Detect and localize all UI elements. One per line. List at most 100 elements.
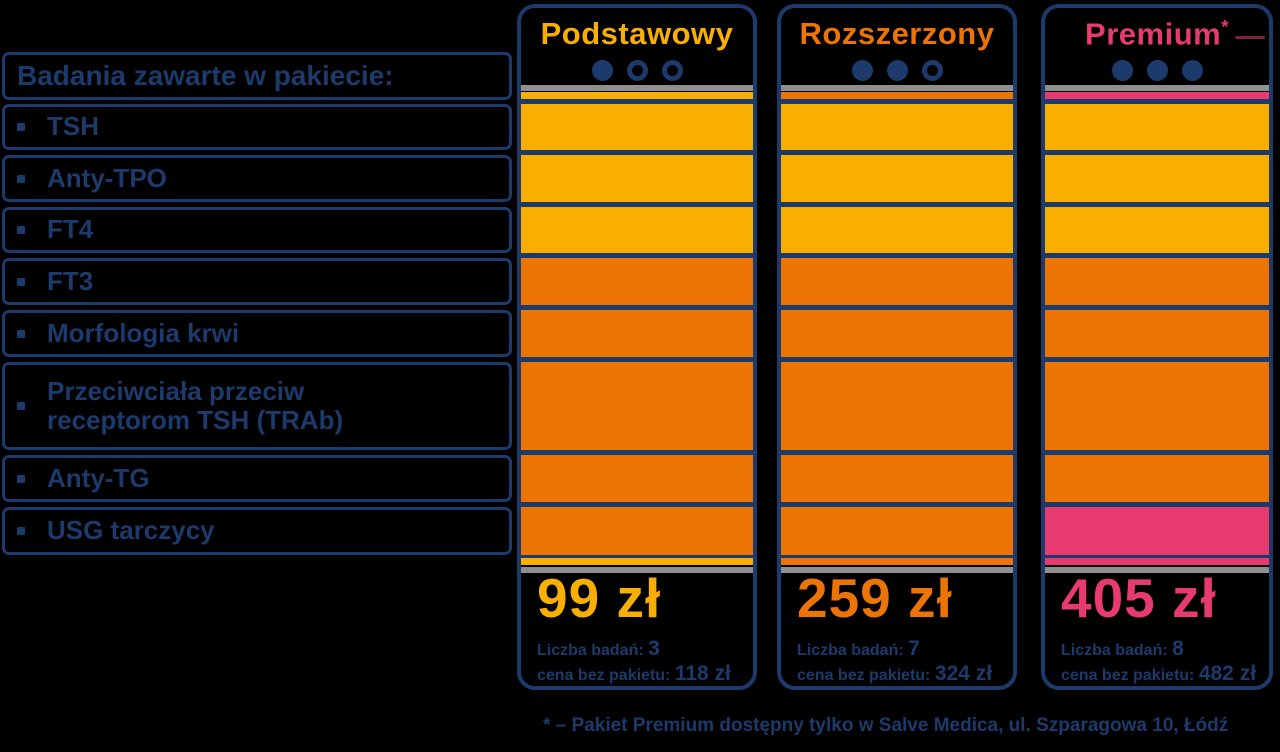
no-package-price-value: 118 zł [674,662,731,685]
no-package-price-line: cena bez pakietu: 324 zł [797,662,993,686]
package-price: 405 zł [1061,567,1217,629]
test-band-6 [781,362,1013,450]
test-band-area [521,99,753,558]
test-band-3 [521,207,753,253]
test-row-1: TSH [2,104,512,150]
tests-table-header: Badania zawarte w pakiecie: [2,52,512,100]
tier-dots [1045,60,1269,81]
test-row-4: FT3 [2,258,512,305]
test-band-4 [1045,258,1269,305]
test-label: Morfologia krwi [47,317,240,348]
tier-dot-empty-icon [921,60,943,81]
test-band-8 [781,507,1013,555]
separator-line-accent [1045,92,1269,99]
square-bullet-icon [17,527,25,535]
test-band-1 [1045,104,1269,150]
package-sub-info: Liczba badań: 8 cena bez pakietu: 482 zł [1061,637,1257,686]
test-band-5 [781,310,1013,357]
test-band-5 [1045,310,1269,357]
separator-line-gray [521,85,753,91]
no-package-price-line: cena bez pakietu: 118 zł [537,662,731,686]
no-package-price-value: 482 zł [1198,662,1257,685]
square-bullet-icon [17,277,25,286]
separator-line-gray-bottom [781,567,1013,573]
test-label: FT4 [47,214,94,245]
tier-dots [781,60,1013,81]
test-band-5 [521,310,753,357]
test-band-1 [521,104,753,150]
package-title-text: Rozszerzony [799,16,995,51]
test-band-2 [521,155,753,202]
test-row-3: FT4 [2,207,512,253]
square-bullet-icon [17,474,25,483]
tier-dot-filled-icon [1146,60,1168,81]
square-bullet-icon [17,329,25,338]
test-label: FT3 [47,265,94,296]
package-price: 259 zł [797,567,953,629]
no-package-price-value: 324 zł [934,662,993,685]
separator-line-gray [781,85,1013,91]
test-band-3 [1045,207,1269,253]
package-card-podstawowy: Podstawowy 99 zł Liczba badań: 3 cena bez p… [517,4,757,690]
test-band-1 [781,104,1013,150]
tests-count-label: Liczba badań: [797,642,904,659]
test-row-6: Przeciwciała przeciw receptorom TSH (TRA… [2,362,512,450]
tests-count-label: Liczba badań: [537,642,644,659]
package-title: Premium* [1045,16,1269,52]
tier-dot-filled-icon [851,60,873,81]
test-label: Anty-TG [47,462,150,493]
test-label: Przeciwciała przeciw receptorom TSH (TRA… [47,375,344,435]
tests-count-line: Liczba badań: 7 [797,637,992,662]
test-band-area [1045,99,1269,558]
tier-dot-empty-icon [626,60,648,81]
footnote: * – Pakiet Premium dostępny tylko w Salv… [543,715,1229,736]
test-band-4 [781,258,1013,305]
test-band-6 [521,362,753,450]
test-label: TSH [47,111,99,142]
test-label: Anty-TPO [47,162,167,193]
tier-dot-filled-icon [1181,60,1203,81]
test-row-2: Anty-TPO [2,155,512,202]
test-band-7 [521,455,753,502]
separator-line-gray-bottom [1045,567,1269,573]
tests-count-value: 8 [1172,637,1184,660]
tier-dot-filled-icon [1111,60,1133,81]
separator-line-accent-bottom [521,558,753,565]
package-title: Podstawowy [521,16,753,52]
test-band-area [781,99,1013,558]
test-band-4 [521,258,753,305]
title-dash-line [1235,36,1265,39]
separator-line-accent [781,92,1013,99]
package-price: 99 zł [537,567,662,629]
test-row-7: Anty-TG [2,455,512,502]
tier-dot-filled-icon [886,60,908,81]
tests-count-value: 7 [908,637,920,660]
test-row-5: Morfologia krwi [2,310,512,357]
no-package-price-label: cena bez pakietu: [1061,667,1195,684]
separator-line-gray-bottom [521,567,753,573]
no-package-price-label: cena bez pakietu: [537,667,671,684]
square-bullet-icon [17,226,25,234]
tier-dot-filled-icon [591,60,613,81]
separator-line-gray [1045,85,1269,91]
package-sub-info: Liczba badań: 7 cena bez pakietu: 324 zł [797,637,993,686]
separator-line-accent-bottom [1045,558,1269,565]
test-band-6 [1045,362,1269,450]
test-band-2 [1045,155,1269,202]
square-bullet-icon [17,402,25,410]
package-title-text: Premium [1085,16,1222,52]
tests-count-line: Liczba badań: 8 [1061,637,1256,662]
tests-count-line: Liczba badań: 3 [537,637,731,662]
asterisk-icon: * [1221,16,1229,37]
test-band-3 [781,207,1013,253]
tier-dots [521,60,753,81]
package-card-premium: Premium* 405 zł Liczba badań: 8 cena bez pa… [1041,4,1273,690]
separator-line-accent-bottom [781,558,1013,565]
square-bullet-icon [17,123,25,131]
no-package-price-line: cena bez pakietu: 482 zł [1061,662,1257,686]
test-label: USG tarczycy [47,515,215,546]
test-band-8 [521,507,753,555]
tests-count-label: Liczba badań: [1061,642,1168,659]
package-card-rozszerzony: Rozszerzony 259 zł Liczba badań: 7 cena bez… [777,4,1017,690]
